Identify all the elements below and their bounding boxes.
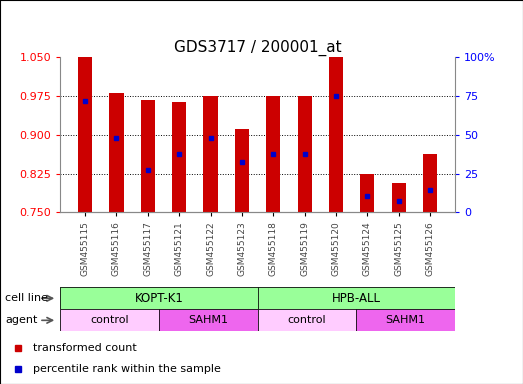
Text: percentile rank within the sample: percentile rank within the sample	[33, 364, 221, 374]
Text: control: control	[90, 315, 129, 325]
Bar	[329, 57, 343, 212]
Bar	[109, 93, 123, 212]
Text: control: control	[288, 315, 326, 325]
Text: agent: agent	[5, 315, 38, 325]
Text: SAHM1: SAHM1	[188, 315, 228, 325]
Text: cell line: cell line	[5, 293, 48, 303]
Bar	[257, 310, 356, 331]
Bar	[360, 174, 374, 212]
Text: KOPT-K1: KOPT-K1	[134, 292, 183, 305]
Text: transformed count: transformed count	[33, 343, 137, 353]
Bar	[60, 310, 159, 331]
Bar	[172, 102, 186, 212]
Bar	[203, 96, 218, 212]
Bar	[356, 310, 455, 331]
Bar	[141, 100, 155, 212]
Bar	[392, 183, 406, 212]
Bar	[235, 129, 249, 212]
Text: SAHM1: SAHM1	[385, 315, 426, 325]
Bar	[78, 57, 92, 212]
Bar	[60, 287, 257, 310]
Bar	[423, 154, 437, 212]
Bar	[257, 287, 455, 310]
Bar	[298, 96, 312, 212]
Bar	[266, 96, 280, 212]
Text: HPB-ALL: HPB-ALL	[332, 292, 381, 305]
Bar	[159, 310, 257, 331]
Title: GDS3717 / 200001_at: GDS3717 / 200001_at	[174, 40, 342, 56]
